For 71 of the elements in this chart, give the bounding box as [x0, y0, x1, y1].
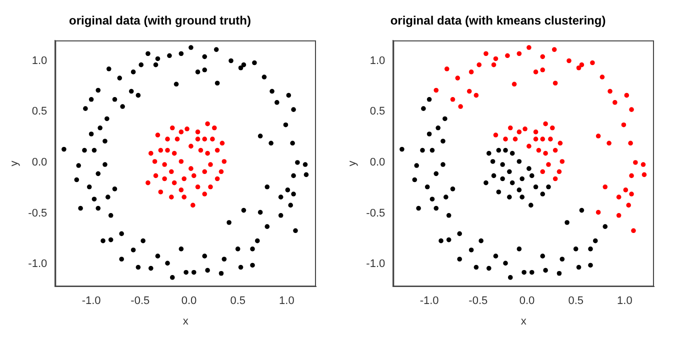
point: [188, 166, 194, 171]
point: [210, 136, 215, 142]
x-tick-label: -1.0: [82, 295, 101, 308]
point: [195, 130, 200, 134]
point: [191, 173, 196, 178]
y-tick-label: 0.5: [32, 106, 48, 118]
x-tick-label: 0.5: [568, 295, 584, 308]
y-tick-label: -1.0: [366, 258, 386, 270]
point: [155, 132, 160, 138]
point: [208, 184, 213, 190]
point: [170, 125, 175, 130]
x-tick-label: 0.0: [519, 295, 535, 308]
y-tick-label: -1.0: [28, 258, 48, 270]
point: [188, 144, 194, 149]
x-axis-title: x: [182, 315, 189, 328]
y-tick-label: 0.0: [32, 156, 48, 169]
point: [202, 136, 208, 142]
point: [220, 140, 225, 146]
point: [162, 162, 167, 167]
chart-title: original data (with kmeans clustering): [390, 14, 606, 28]
point: [208, 162, 213, 167]
point: [178, 130, 184, 134]
point: [202, 169, 208, 174]
point: [218, 169, 224, 174]
point: [162, 176, 167, 182]
point: [178, 159, 184, 164]
point: [205, 121, 210, 126]
point: [148, 150, 154, 156]
x-tick-label: 1.0: [279, 295, 294, 308]
point: [195, 136, 200, 142]
point: [174, 136, 180, 142]
y-tick-label: 0.0: [370, 156, 386, 169]
x-tick-label: -1.0: [420, 295, 439, 308]
y-tick-label: 1.0: [370, 54, 386, 67]
point: [169, 194, 174, 200]
point: [182, 194, 187, 200]
y-tick-label: 0.5: [370, 106, 386, 118]
point: [198, 148, 204, 153]
point: [178, 188, 184, 192]
point: [182, 176, 187, 182]
point: [205, 150, 210, 156]
y-axis-title: y: [346, 160, 359, 166]
point: [190, 202, 196, 208]
point: [214, 148, 220, 153]
point: [165, 136, 170, 142]
point: [195, 184, 200, 190]
chart-title: original data (with ground truth): [69, 14, 251, 28]
y-axis-title: y: [8, 160, 21, 166]
point: [158, 190, 164, 194]
x-tick-label: -0.5: [468, 295, 488, 308]
point: [153, 173, 158, 178]
x-tick-label: 1.0: [617, 295, 632, 308]
point: [222, 159, 227, 164]
point: [184, 126, 190, 132]
y-tick-label: -0.5: [366, 207, 386, 220]
point: [172, 150, 177, 156]
point: [165, 148, 170, 153]
x-tick-label: 0.5: [230, 295, 246, 308]
x-tick-label: -0.5: [130, 295, 150, 308]
point: [146, 180, 150, 186]
point: [158, 148, 164, 153]
point: [212, 125, 217, 130]
point: [202, 192, 208, 196]
y-tick-label: 1.0: [32, 54, 48, 67]
point: [169, 169, 174, 174]
x-axis-title: x: [520, 315, 527, 328]
point: [214, 176, 220, 182]
x-tick-label: 0.0: [181, 295, 197, 308]
point: [152, 159, 158, 164]
point: [172, 180, 177, 186]
y-tick-label: -0.5: [28, 207, 48, 220]
